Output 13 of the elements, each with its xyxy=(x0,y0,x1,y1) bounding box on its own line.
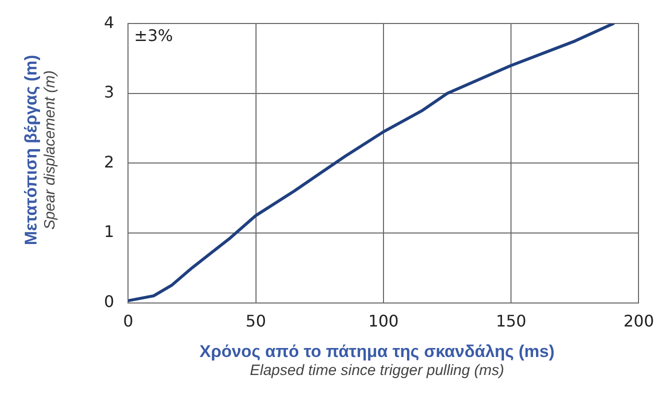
x-tick-label: 200 xyxy=(623,312,654,331)
y-tick-label: 3 xyxy=(104,82,114,102)
x-tick-label: 150 xyxy=(496,312,526,331)
annotation: ±3% xyxy=(134,26,173,45)
y-axis-title: Μετατόπιση βέργας (m) Spear displacement (m) xyxy=(22,54,58,246)
y-tick-label: 2 xyxy=(104,152,114,172)
y-tick-label: 1 xyxy=(104,222,114,242)
x-axis-title: Χρόνος από το πάτημα της σκανδάλης (ms) Elapsed time since trigger pulling (ms) xyxy=(198,342,556,379)
y-tick-label: 0 xyxy=(104,292,114,311)
x-tick-label: 50 xyxy=(246,312,266,331)
x-tick-label: 0 xyxy=(123,312,134,331)
y-tick-label: 4 xyxy=(104,12,114,32)
x-tick-label: 100 xyxy=(368,312,399,331)
